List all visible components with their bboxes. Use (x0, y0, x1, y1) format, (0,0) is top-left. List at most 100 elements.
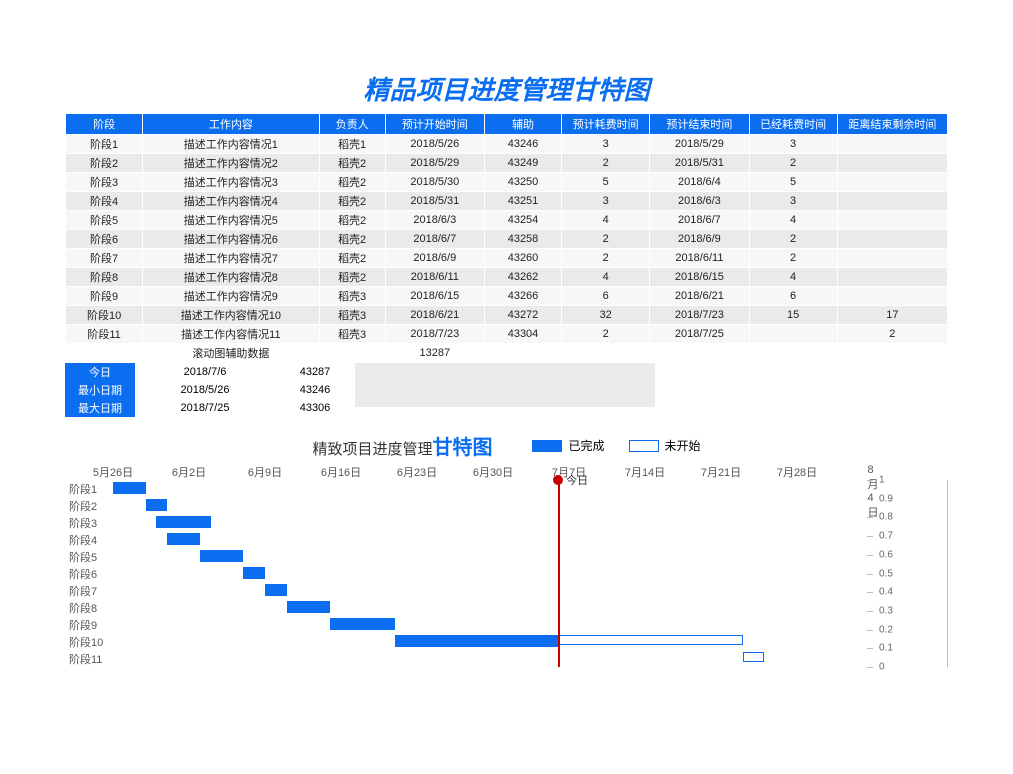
table-cell[interactable]: 阶段8 (66, 268, 143, 287)
table-cell[interactable]: 3 (749, 135, 837, 154)
table-cell[interactable]: 2018/6/7 (385, 230, 484, 249)
table-cell[interactable] (837, 230, 947, 249)
table-cell[interactable]: 2018/5/30 (385, 173, 484, 192)
table-cell[interactable]: 2018/6/21 (650, 287, 749, 306)
table-cell[interactable]: 2 (837, 325, 947, 344)
table-cell[interactable]: 43246 (484, 135, 561, 154)
table-cell[interactable] (837, 173, 947, 192)
table-row[interactable]: 阶段4描述工作内容情况4稻壳22018/5/314325132018/6/33 (66, 192, 948, 211)
table-cell[interactable]: 2 (749, 249, 837, 268)
table-cell[interactable]: 稻壳2 (319, 173, 385, 192)
table-cell[interactable]: 43251 (484, 192, 561, 211)
table-cell[interactable] (749, 325, 837, 344)
table-cell[interactable]: 描述工作内容情况6 (143, 230, 319, 249)
table-cell[interactable]: 17 (837, 306, 947, 325)
table-cell[interactable]: 稻壳2 (319, 192, 385, 211)
table-cell[interactable]: 2 (562, 325, 650, 344)
table-cell[interactable]: 2018/5/29 (385, 154, 484, 173)
table-cell[interactable]: 2018/6/7 (650, 211, 749, 230)
table-cell[interactable]: 描述工作内容情况11 (143, 325, 319, 344)
table-cell[interactable]: 6 (562, 287, 650, 306)
table-cell[interactable] (837, 268, 947, 287)
table-cell[interactable]: 稻壳2 (319, 211, 385, 230)
table-cell[interactable]: 2018/5/26 (385, 135, 484, 154)
table-cell[interactable]: 43272 (484, 306, 561, 325)
table-cell[interactable]: 43258 (484, 230, 561, 249)
table-cell[interactable]: 稻壳2 (319, 268, 385, 287)
table-cell[interactable]: 描述工作内容情况5 (143, 211, 319, 230)
table-cell[interactable]: 2018/6/11 (650, 249, 749, 268)
table-cell[interactable]: 6 (749, 287, 837, 306)
table-cell[interactable]: 描述工作内容情况4 (143, 192, 319, 211)
table-cell[interactable]: 2018/6/4 (650, 173, 749, 192)
table-cell[interactable] (837, 192, 947, 211)
table-cell[interactable]: 稻壳3 (319, 287, 385, 306)
table-cell[interactable]: 2018/5/31 (385, 192, 484, 211)
table-cell[interactable]: 4 (562, 211, 650, 230)
table-cell[interactable]: 2018/6/21 (385, 306, 484, 325)
table-cell[interactable]: 2018/6/9 (385, 249, 484, 268)
table-cell[interactable]: 阶段7 (66, 249, 143, 268)
table-cell[interactable]: 2018/6/15 (650, 268, 749, 287)
table-row[interactable]: 阶段6描述工作内容情况6稻壳22018/6/74325822018/6/92 (66, 230, 948, 249)
table-row[interactable]: 阶段11描述工作内容情况11稻壳32018/7/234330422018/7/2… (66, 325, 948, 344)
table-cell[interactable]: 2018/7/23 (650, 306, 749, 325)
table-cell[interactable]: 描述工作内容情况10 (143, 306, 319, 325)
table-cell[interactable]: 阶段1 (66, 135, 143, 154)
table-cell[interactable]: 阶段3 (66, 173, 143, 192)
table-cell[interactable]: 4 (562, 268, 650, 287)
table-cell[interactable] (837, 211, 947, 230)
table-cell[interactable]: 2 (562, 249, 650, 268)
table-row[interactable]: 阶段8描述工作内容情况8稻壳22018/6/114326242018/6/154 (66, 268, 948, 287)
table-cell[interactable]: 2018/5/31 (650, 154, 749, 173)
table-cell[interactable]: 3 (562, 192, 650, 211)
table-row[interactable]: 阶段9描述工作内容情况9稻壳32018/6/154326662018/6/216 (66, 287, 948, 306)
table-cell[interactable]: 阶段4 (66, 192, 143, 211)
table-cell[interactable]: 43266 (484, 287, 561, 306)
table-cell[interactable]: 32 (562, 306, 650, 325)
table-cell[interactable]: 43262 (484, 268, 561, 287)
table-cell[interactable]: 2 (562, 154, 650, 173)
table-cell[interactable]: 43254 (484, 211, 561, 230)
table-cell[interactable] (837, 135, 947, 154)
table-cell[interactable]: 2018/5/29 (650, 135, 749, 154)
table-row[interactable]: 阶段3描述工作内容情况3稻壳22018/5/304325052018/6/45 (66, 173, 948, 192)
table-cell[interactable]: 稻壳3 (319, 325, 385, 344)
table-cell[interactable]: 3 (749, 192, 837, 211)
table-row[interactable]: 阶段1描述工作内容情况1稻壳12018/5/264324632018/5/293 (66, 135, 948, 154)
table-cell[interactable]: 2 (749, 230, 837, 249)
table-cell[interactable]: 阶段11 (66, 325, 143, 344)
table-cell[interactable]: 描述工作内容情况1 (143, 135, 319, 154)
table-cell[interactable]: 3 (562, 135, 650, 154)
table-cell[interactable]: 5 (562, 173, 650, 192)
table-cell[interactable]: 描述工作内容情况9 (143, 287, 319, 306)
table-cell[interactable]: 描述工作内容情况2 (143, 154, 319, 173)
table-cell[interactable]: 阶段5 (66, 211, 143, 230)
table-row[interactable]: 阶段10描述工作内容情况10稻壳32018/6/2143272322018/7/… (66, 306, 948, 325)
table-row[interactable]: 阶段2描述工作内容情况2稻壳22018/5/294324922018/5/312 (66, 154, 948, 173)
table-cell[interactable]: 4 (749, 211, 837, 230)
table-cell[interactable]: 43250 (484, 173, 561, 192)
table-cell[interactable]: 2018/6/3 (650, 192, 749, 211)
table-cell[interactable] (837, 249, 947, 268)
table-cell[interactable]: 2018/7/25 (650, 325, 749, 344)
table-row[interactable]: 阶段5描述工作内容情况5稻壳22018/6/34325442018/6/74 (66, 211, 948, 230)
table-cell[interactable]: 描述工作内容情况8 (143, 268, 319, 287)
table-cell[interactable]: 5 (749, 173, 837, 192)
table-cell[interactable]: 稻壳2 (319, 154, 385, 173)
table-cell[interactable]: 阶段2 (66, 154, 143, 173)
table-cell[interactable]: 描述工作内容情况3 (143, 173, 319, 192)
table-cell[interactable]: 2 (562, 230, 650, 249)
table-cell[interactable]: 2018/6/15 (385, 287, 484, 306)
table-cell[interactable]: 2018/6/3 (385, 211, 484, 230)
table-cell[interactable]: 稻壳3 (319, 306, 385, 325)
table-cell[interactable]: 43260 (484, 249, 561, 268)
table-cell[interactable]: 15 (749, 306, 837, 325)
table-cell[interactable]: 2 (749, 154, 837, 173)
table-cell[interactable]: 稻壳2 (319, 249, 385, 268)
table-cell[interactable]: 描述工作内容情况7 (143, 249, 319, 268)
table-row[interactable]: 阶段7描述工作内容情况7稻壳22018/6/94326022018/6/112 (66, 249, 948, 268)
table-cell[interactable]: 阶段9 (66, 287, 143, 306)
table-cell[interactable]: 2018/6/11 (385, 268, 484, 287)
table-cell[interactable]: 稻壳2 (319, 230, 385, 249)
